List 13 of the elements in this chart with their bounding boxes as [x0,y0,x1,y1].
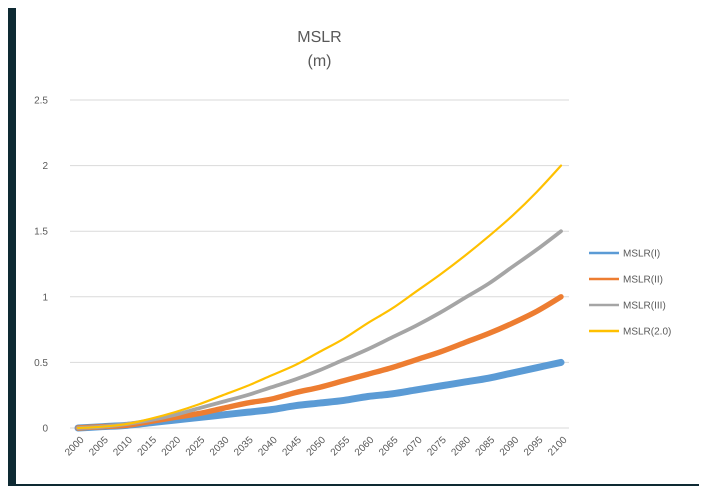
chart-subtitle: (m) [308,53,332,70]
y-tick-label: 0 [42,424,48,434]
legend-label: MSLR(I) [623,248,660,260]
y-tick-label: 1.5 [34,226,48,238]
line-series [76,164,562,430]
legend-label: MSLR(2.0) [623,326,672,338]
y-tick-label: 2.5 [34,96,48,106]
legend-label: MSLR(III) [623,300,666,312]
y-tick-label: 0.5 [34,358,48,369]
chart-title: MSLR [297,29,342,46]
y-tick-label: 2 [42,161,48,172]
legend-label: MSLR(II) [623,274,663,286]
y-tick-label: 1 [42,292,48,304]
